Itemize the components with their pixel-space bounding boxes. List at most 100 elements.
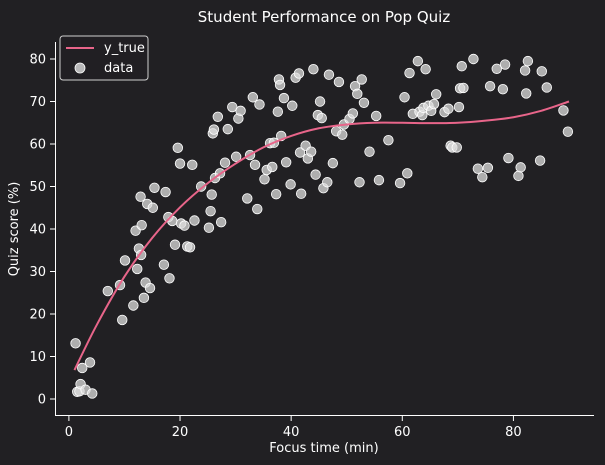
- data-point: [285, 179, 296, 190]
- data-point: [323, 69, 335, 80]
- data-point: [84, 357, 96, 368]
- data-point: [138, 292, 150, 304]
- data-point: [160, 186, 171, 198]
- x-axis-label: Focus time (min): [269, 441, 378, 456]
- data-point: [149, 182, 160, 193]
- data-point: [534, 155, 546, 166]
- x-tick-label: 20: [172, 425, 189, 440]
- data-point: [477, 171, 488, 183]
- data-point: [174, 158, 186, 169]
- data-point: [254, 99, 265, 110]
- data-point: [278, 92, 290, 104]
- data-point: [219, 157, 231, 168]
- data-point: [404, 67, 415, 79]
- data-point: [295, 188, 307, 199]
- data-point: [364, 146, 375, 157]
- data-point: [356, 74, 367, 85]
- data-point: [235, 105, 246, 117]
- x-tick-label: 80: [505, 425, 522, 440]
- data-point: [169, 239, 181, 250]
- data-point: [399, 92, 410, 103]
- data-point: [420, 63, 431, 75]
- data-point: [230, 151, 242, 162]
- legend-label-y-true: y_true: [104, 41, 145, 56]
- data-point: [272, 106, 284, 117]
- data-point: [195, 181, 207, 192]
- data-point: [515, 162, 526, 173]
- data-point: [522, 55, 534, 67]
- data-point: [316, 112, 327, 124]
- y-tick-label: 10: [29, 350, 46, 365]
- y-tick-label: 60: [29, 138, 46, 153]
- data-point: [370, 110, 382, 122]
- data-point: [536, 66, 547, 77]
- data-point: [430, 89, 442, 100]
- data-point: [247, 92, 259, 103]
- data-point: [252, 203, 263, 215]
- data-point: [373, 174, 385, 186]
- data-point: [187, 159, 198, 171]
- data-point: [119, 255, 131, 266]
- data-point: [428, 98, 440, 110]
- data-point: [128, 300, 139, 311]
- data-point: [172, 142, 184, 154]
- data-point: [227, 101, 238, 113]
- data-point: [267, 161, 278, 173]
- y-tick-label: 0: [38, 393, 46, 408]
- legend-label-data: data: [104, 61, 133, 76]
- data-point: [270, 188, 282, 200]
- data-point: [541, 82, 552, 93]
- data-point: [242, 193, 253, 204]
- data-point: [135, 191, 146, 202]
- data-point: [352, 88, 363, 100]
- data-point: [117, 314, 128, 326]
- x-tick-label: 0: [65, 425, 73, 440]
- data-point: [310, 169, 321, 180]
- data-point: [70, 338, 81, 349]
- x-tick-label: 40: [283, 425, 300, 440]
- data-point: [144, 282, 156, 294]
- data-point: [77, 362, 88, 374]
- data-point: [484, 80, 496, 92]
- data-point: [394, 177, 406, 189]
- data-point: [358, 97, 370, 108]
- legend: y_true data: [59, 35, 149, 81]
- data-point: [468, 53, 479, 65]
- data-point: [314, 96, 326, 107]
- data-point: [164, 273, 175, 284]
- y-axis-label: Quiz score (%): [7, 182, 22, 277]
- data-point: [562, 126, 574, 137]
- data-point: [322, 177, 333, 188]
- data-point: [205, 205, 216, 217]
- data-point: [294, 147, 306, 158]
- data-point: [102, 285, 113, 297]
- data-point: [305, 146, 317, 157]
- data-point: [458, 82, 469, 94]
- data-point: [491, 63, 502, 74]
- data-point: [337, 129, 348, 140]
- data-point: [215, 216, 227, 228]
- data-point: [497, 83, 509, 95]
- data-point: [499, 59, 511, 70]
- y-ticks: 0 10 20 30 40 50 60 70 80: [29, 53, 55, 408]
- data-point: [482, 162, 494, 174]
- data-point: [327, 157, 339, 169]
- data-point: [472, 163, 484, 174]
- y-tick-label: 70: [29, 95, 46, 110]
- data-point: [558, 105, 569, 116]
- data-point: [274, 79, 286, 91]
- data-point: [249, 159, 261, 171]
- data-point: [402, 168, 413, 179]
- chart-title: Student Performance on Pop Quiz: [198, 8, 451, 26]
- data-point: [132, 263, 143, 275]
- data-point: [354, 177, 365, 188]
- data-point: [189, 215, 200, 226]
- data-point: [158, 259, 170, 270]
- data-point: [451, 142, 462, 153]
- data-point: [136, 219, 147, 231]
- y-tick-label: 80: [29, 53, 46, 68]
- data-point: [206, 189, 217, 200]
- axes: [55, 42, 594, 416]
- data-point: [347, 108, 359, 119]
